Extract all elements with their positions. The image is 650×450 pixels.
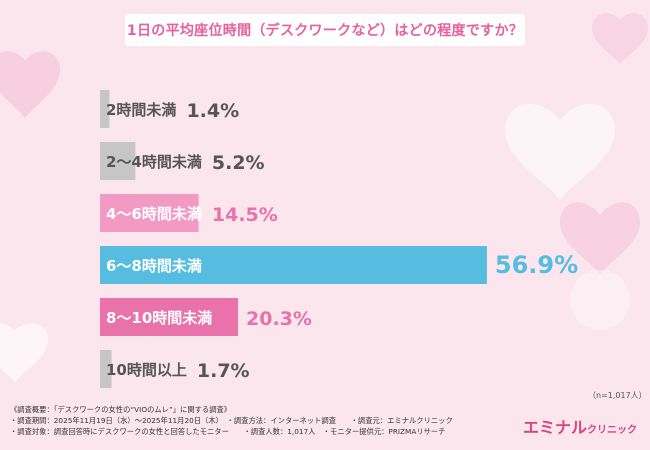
chart-title: 1日の平均座位時間（デスクワークなど）はどの程度ですか？ — [125, 14, 525, 46]
category-label-4: 6〜8時間未満 — [106, 257, 202, 275]
category-label-2: 2〜4時間未満 — [106, 153, 202, 171]
brand-name: エミナル — [523, 418, 588, 437]
bar-6 — [100, 350, 112, 388]
value-label-6: 1.7% — [197, 360, 250, 382]
brand-logo: エミナルクリニック — [523, 414, 637, 438]
footer-line-2: ・調査期間：2025年11月19日（水）〜2025年11月20日（木） ・調査方… — [10, 416, 453, 425]
category-label-6: 10時間以上 — [106, 361, 187, 379]
bar-3 — [100, 194, 199, 232]
survey-footer: 《調査概要：「デスクワークの女性の“VIOのムレ”」に関する調査》 ・調査期間：… — [10, 404, 510, 437]
category-label-1: 2時間未満 — [106, 101, 176, 119]
value-label-1: 1.4% — [186, 100, 239, 122]
bar-1 — [100, 90, 110, 128]
category-label-3: 4〜6時間未満 — [106, 205, 202, 223]
bar-5 — [100, 298, 239, 336]
sample-size-note: （n=1,017人） — [588, 391, 647, 400]
footer-line-1: 《調査概要：「デスクワークの女性の“VIOのムレ”」に関する調査》 — [10, 405, 232, 414]
value-label-4: 56.9% — [495, 251, 578, 279]
bar-4 — [100, 246, 487, 284]
value-label-2: 5.2% — [212, 152, 265, 174]
brand-sub: クリニック — [587, 425, 638, 436]
value-label-3: 14.5% — [212, 204, 278, 226]
category-label-5: 8〜10時間未満 — [106, 309, 212, 327]
bar-2 — [100, 142, 136, 180]
value-label-5: 20.3% — [246, 308, 312, 330]
footer-line-3: ・調査対象：調査回答時にデスクワークの女性と回答したモニター ・調査人数：1,0… — [10, 427, 446, 436]
